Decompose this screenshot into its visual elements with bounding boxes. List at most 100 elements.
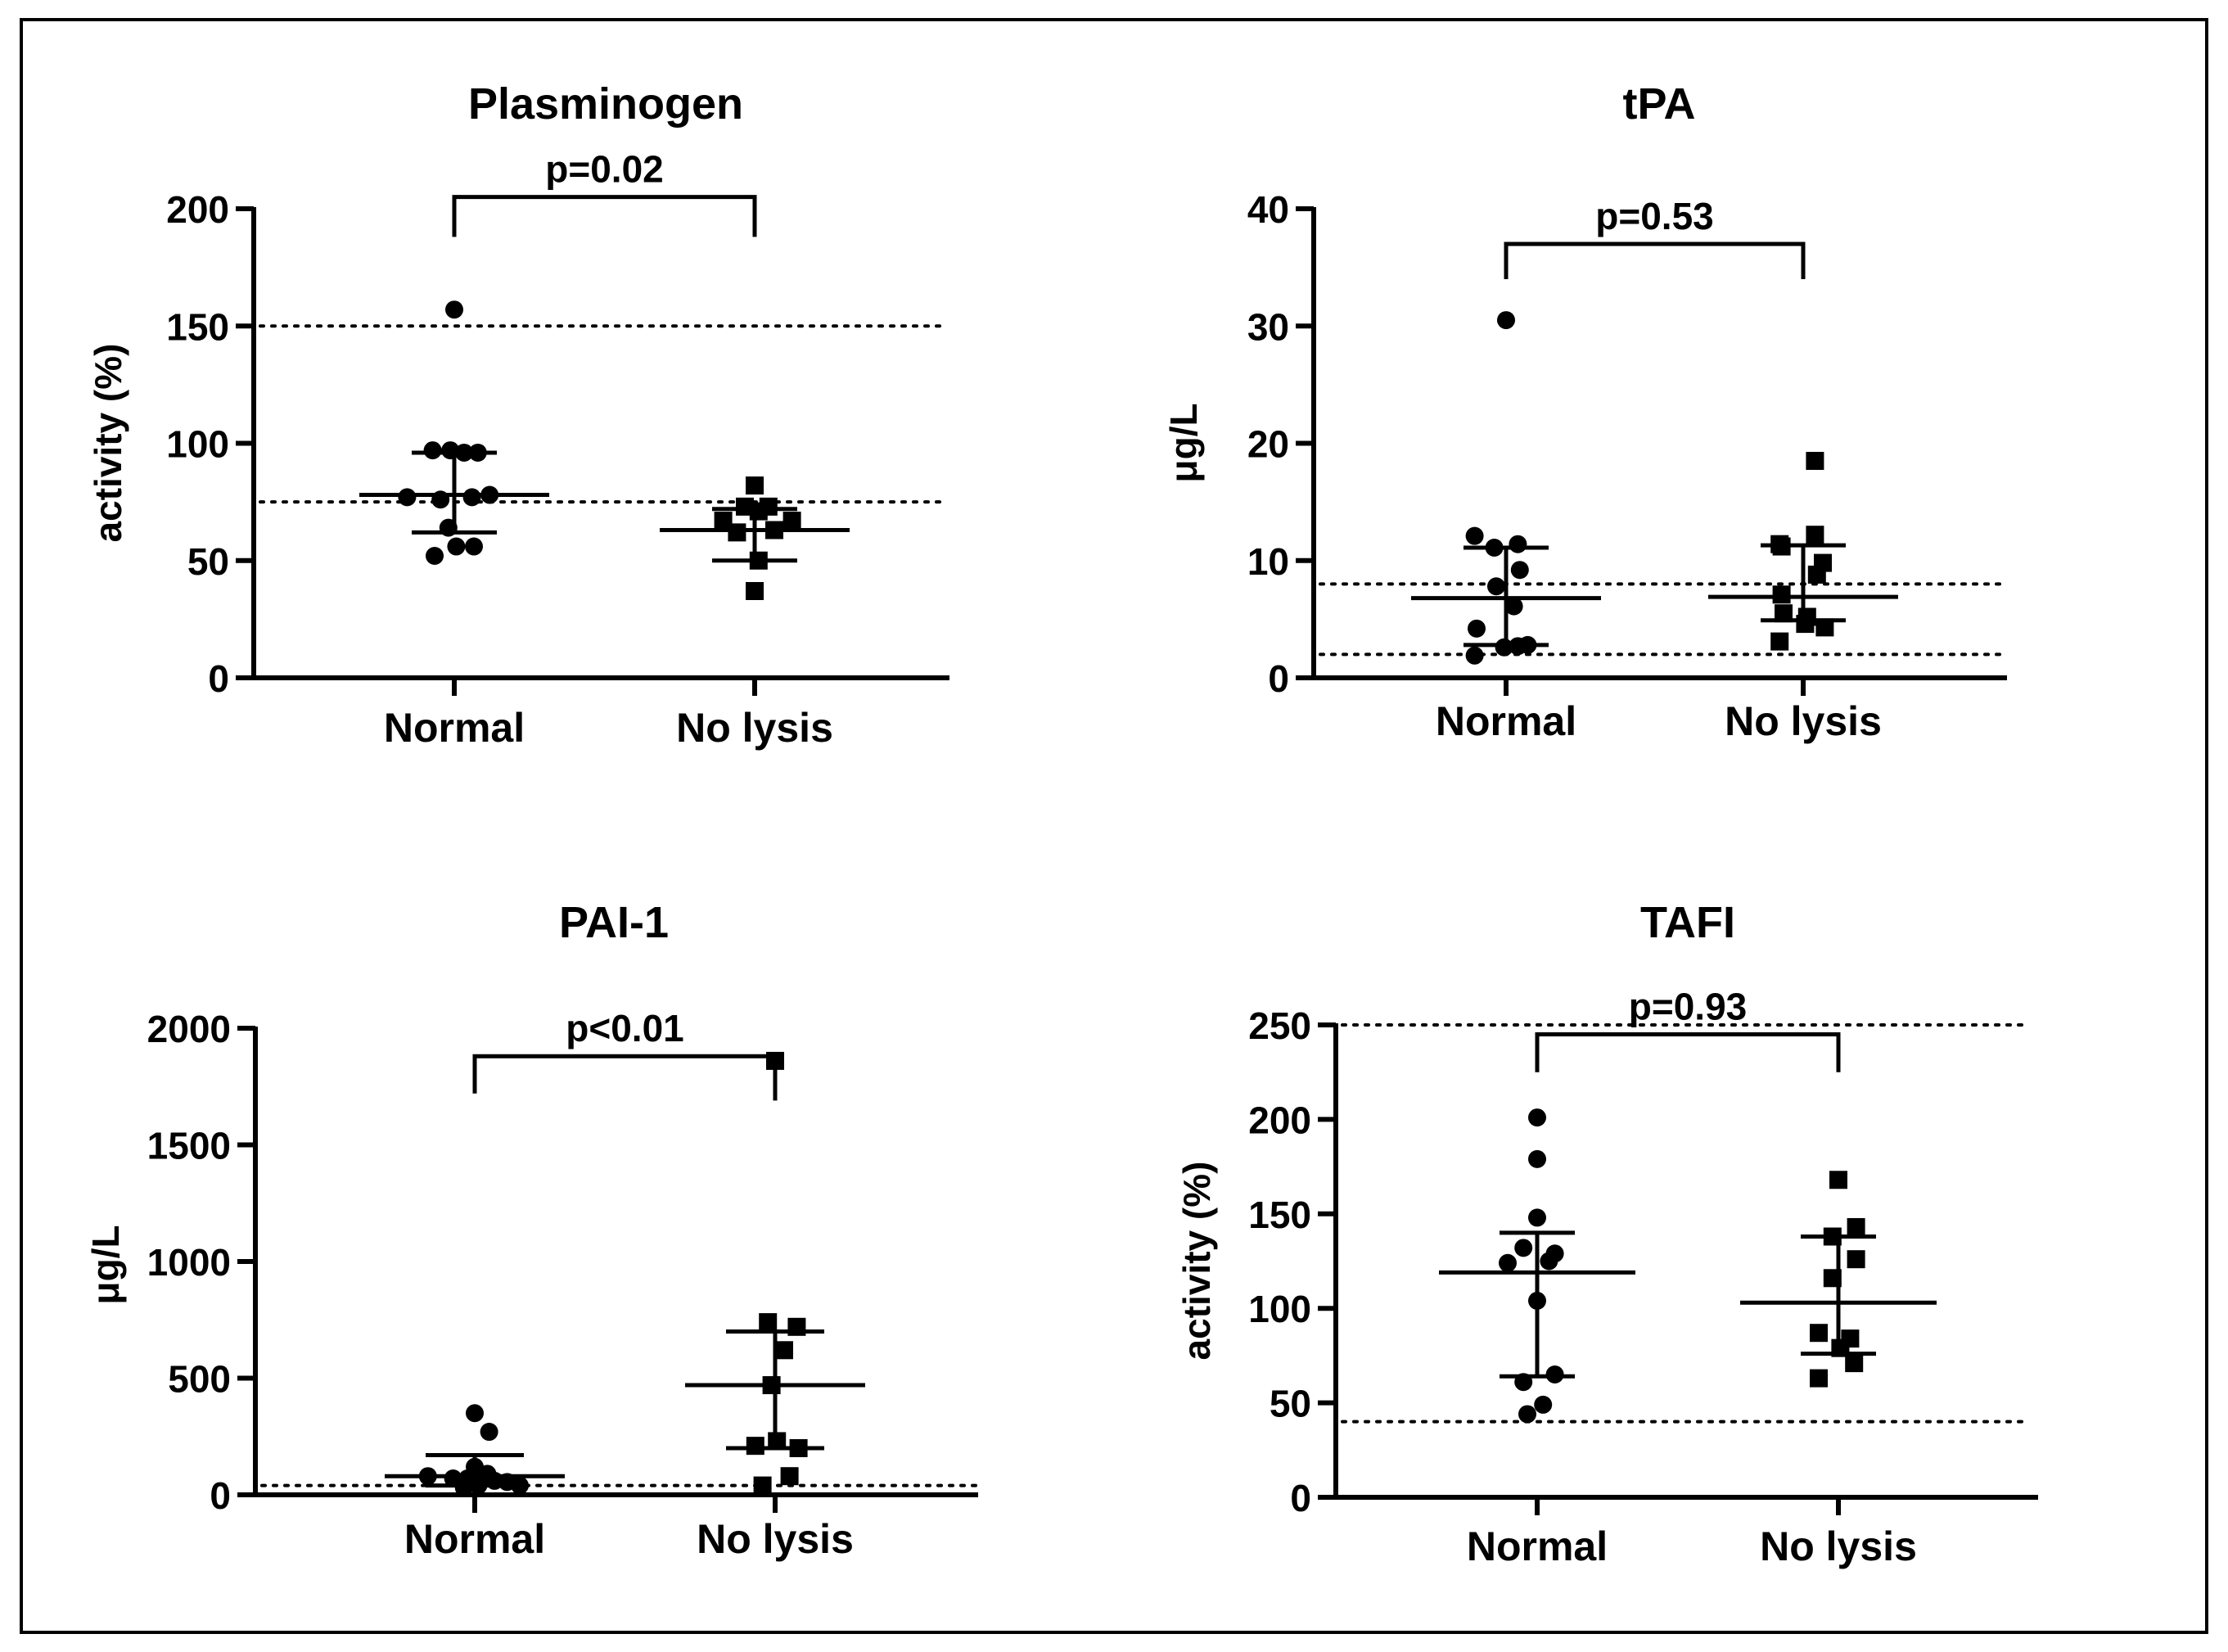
data-point: [466, 1404, 484, 1423]
y-tick-label: 0: [1268, 657, 1289, 700]
data-point: [714, 512, 733, 530]
y-tick-label: 0: [1290, 1477, 1311, 1519]
data-point: [1485, 538, 1504, 557]
y-tick-label: 100: [166, 423, 229, 466]
data-point: [783, 512, 801, 530]
chart-title: PAI-1: [559, 898, 669, 947]
y-tick-label: 250: [1248, 1004, 1311, 1047]
chart-title: Plasminogen: [468, 79, 743, 129]
data-point: [480, 1423, 498, 1442]
data-point: [1545, 1365, 1564, 1383]
data-point: [1497, 311, 1515, 330]
data-point: [759, 1313, 778, 1332]
x-tick-label: No lysis: [1725, 698, 1882, 744]
data-point: [1465, 646, 1484, 665]
data-point: [1495, 638, 1513, 657]
data-point: [423, 441, 442, 460]
data-point: [1829, 1171, 1847, 1189]
data-point: [1468, 619, 1486, 638]
data-point: [447, 537, 466, 556]
data-point: [1847, 1217, 1865, 1236]
x-tick-label: Normal: [384, 705, 525, 751]
comparison-bracket: [452, 195, 757, 237]
y-axis-label: activity (%): [1175, 1162, 1218, 1361]
data-point: [462, 488, 481, 507]
data-point: [469, 1476, 488, 1495]
y-tick-label: 1500: [147, 1125, 231, 1167]
data-point: [1514, 1239, 1533, 1257]
x-tick-label: No lysis: [676, 705, 833, 751]
data-point: [1465, 526, 1484, 545]
p-value-label: p=0.53: [1595, 195, 1714, 237]
data-point: [746, 1437, 764, 1456]
comparison-bracket: [472, 1054, 778, 1094]
data-point: [736, 497, 754, 516]
y-tick-label: 200: [166, 188, 229, 231]
y-tick-label: 500: [168, 1358, 231, 1401]
data-point: [465, 537, 483, 556]
x-tick-label: No lysis: [1760, 1523, 1917, 1569]
data-point: [1815, 618, 1834, 637]
data-point: [1823, 1269, 1842, 1288]
y-tick-label: 0: [208, 657, 229, 700]
data-point: [1847, 1250, 1865, 1269]
y-tick-label: 50: [187, 540, 229, 583]
data-point: [468, 443, 487, 462]
data-point: [439, 518, 458, 537]
data-point: [445, 300, 463, 319]
y-tick-label: 30: [1247, 305, 1289, 348]
x-tick-label: Normal: [1436, 698, 1576, 744]
data-point: [1806, 451, 1824, 470]
data-point: [1823, 1227, 1842, 1246]
data-point: [728, 523, 746, 542]
data-point: [1810, 1369, 1828, 1388]
data-point: [780, 1467, 799, 1486]
y-tick-label: 100: [1248, 1288, 1311, 1330]
p-value-label: p=0.93: [1629, 986, 1748, 1028]
data-point: [1772, 537, 1791, 556]
chart-title: TAFI: [1640, 898, 1735, 947]
y-tick-label: 150: [166, 305, 229, 348]
chart-panel-1: Plasminogen activity (%) 0 50 100 150 200 Norma…: [87, 79, 949, 751]
data-point: [1518, 1405, 1536, 1424]
data-point: [762, 1376, 781, 1395]
x-tick-label: Normal: [404, 1516, 545, 1562]
data-point: [426, 547, 444, 566]
data-point: [1528, 1149, 1546, 1168]
data-point: [1845, 1354, 1864, 1373]
y-tick-label: 50: [1270, 1383, 1311, 1425]
chart-title: tPA: [1623, 79, 1696, 129]
y-tick-label: 150: [1248, 1194, 1311, 1236]
data-point: [768, 1432, 787, 1451]
data-point: [1810, 1324, 1828, 1343]
data-point: [398, 488, 417, 507]
data-point: [511, 1476, 529, 1495]
data-point: [746, 476, 764, 495]
y-axis-label: μg/L: [1162, 403, 1205, 482]
data-point: [1534, 1395, 1553, 1414]
data-point: [418, 1467, 437, 1486]
data-point: [1831, 1338, 1850, 1357]
data-point: [1528, 1208, 1546, 1227]
y-tick-label: 1000: [147, 1241, 231, 1284]
data-point: [1509, 637, 1527, 656]
data-point: [746, 581, 764, 600]
data-point: [1510, 561, 1529, 580]
y-tick-label: 20: [1247, 423, 1289, 466]
p-value-label: p<0.01: [566, 1007, 684, 1049]
y-tick-label: 40: [1247, 188, 1289, 231]
p-value-label: p=0.02: [545, 148, 664, 191]
data-point: [1540, 1252, 1558, 1271]
chart-panel-4: TAFI activity (%) 0 50 100 150 200 250 Normal No …: [1175, 898, 2038, 1569]
y-tick-label: 0: [210, 1474, 231, 1517]
data-point: [1509, 535, 1527, 553]
y-axis-label: activity (%): [87, 344, 129, 543]
x-tick-label: Normal: [1467, 1523, 1608, 1569]
data-point: [1775, 604, 1793, 623]
data-point: [749, 551, 768, 570]
data-point: [455, 443, 473, 462]
y-tick-label: 2000: [147, 1008, 231, 1050]
data-point: [454, 1478, 473, 1497]
y-tick-label: 200: [1248, 1099, 1311, 1141]
chart-panel-3: PAI-1 μg/L 0 500 1000 1500 2000 Normal No lysis p…: [84, 898, 978, 1562]
